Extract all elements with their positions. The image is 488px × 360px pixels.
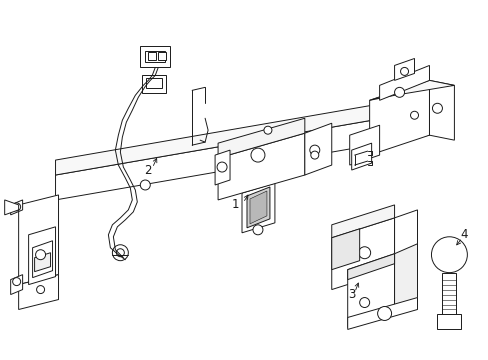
Circle shape: [430, 237, 467, 273]
Circle shape: [36, 250, 45, 260]
Polygon shape: [331, 229, 359, 270]
Polygon shape: [369, 80, 453, 100]
Text: 2: 2: [144, 163, 152, 176]
Circle shape: [358, 247, 370, 259]
Polygon shape: [379, 66, 428, 100]
Polygon shape: [347, 254, 394, 280]
Polygon shape: [242, 183, 274, 233]
Polygon shape: [442, 273, 455, 319]
Circle shape: [264, 126, 271, 134]
Polygon shape: [215, 150, 229, 185]
Text: 4: 4: [460, 228, 467, 241]
Polygon shape: [349, 125, 379, 165]
Circle shape: [140, 180, 150, 190]
Bar: [142, 75, 166, 93]
Circle shape: [112, 245, 128, 261]
Circle shape: [359, 298, 369, 307]
Polygon shape: [369, 80, 428, 155]
Polygon shape: [11, 200, 22, 215]
Polygon shape: [19, 195, 59, 285]
Circle shape: [431, 103, 442, 113]
Polygon shape: [56, 95, 428, 175]
Bar: [145, 50, 165, 62]
Polygon shape: [304, 123, 331, 175]
Polygon shape: [249, 191, 266, 224]
Polygon shape: [56, 110, 428, 200]
Circle shape: [410, 111, 418, 119]
Circle shape: [13, 278, 20, 285]
Polygon shape: [218, 133, 304, 200]
Polygon shape: [394, 210, 417, 270]
Polygon shape: [394, 58, 414, 80]
Polygon shape: [347, 298, 417, 329]
Circle shape: [309, 145, 319, 155]
Circle shape: [252, 225, 263, 235]
Polygon shape: [242, 168, 274, 193]
Circle shape: [394, 87, 404, 97]
Circle shape: [116, 249, 124, 257]
Text: 1: 1: [231, 198, 238, 211]
Polygon shape: [33, 241, 52, 278]
Text: 3: 3: [347, 288, 355, 301]
Polygon shape: [19, 275, 59, 310]
Bar: [158, 53, 166, 60]
Circle shape: [310, 151, 318, 159]
Circle shape: [13, 203, 20, 211]
Circle shape: [400, 67, 407, 75]
Bar: [140, 45, 170, 67]
Circle shape: [217, 162, 226, 172]
Polygon shape: [428, 80, 453, 140]
Polygon shape: [11, 275, 22, 294]
Polygon shape: [351, 143, 371, 170]
Polygon shape: [394, 244, 417, 311]
Polygon shape: [29, 227, 56, 285]
Polygon shape: [437, 315, 461, 329]
Polygon shape: [246, 187, 269, 228]
Polygon shape: [218, 118, 304, 158]
Polygon shape: [5, 200, 19, 215]
Polygon shape: [35, 253, 50, 272]
Polygon shape: [331, 218, 394, 289]
Bar: [146, 78, 162, 88]
Circle shape: [37, 285, 44, 293]
Polygon shape: [331, 205, 394, 238]
Polygon shape: [347, 254, 394, 328]
Circle shape: [377, 306, 391, 320]
Bar: [148, 53, 156, 60]
Circle shape: [250, 148, 264, 162]
